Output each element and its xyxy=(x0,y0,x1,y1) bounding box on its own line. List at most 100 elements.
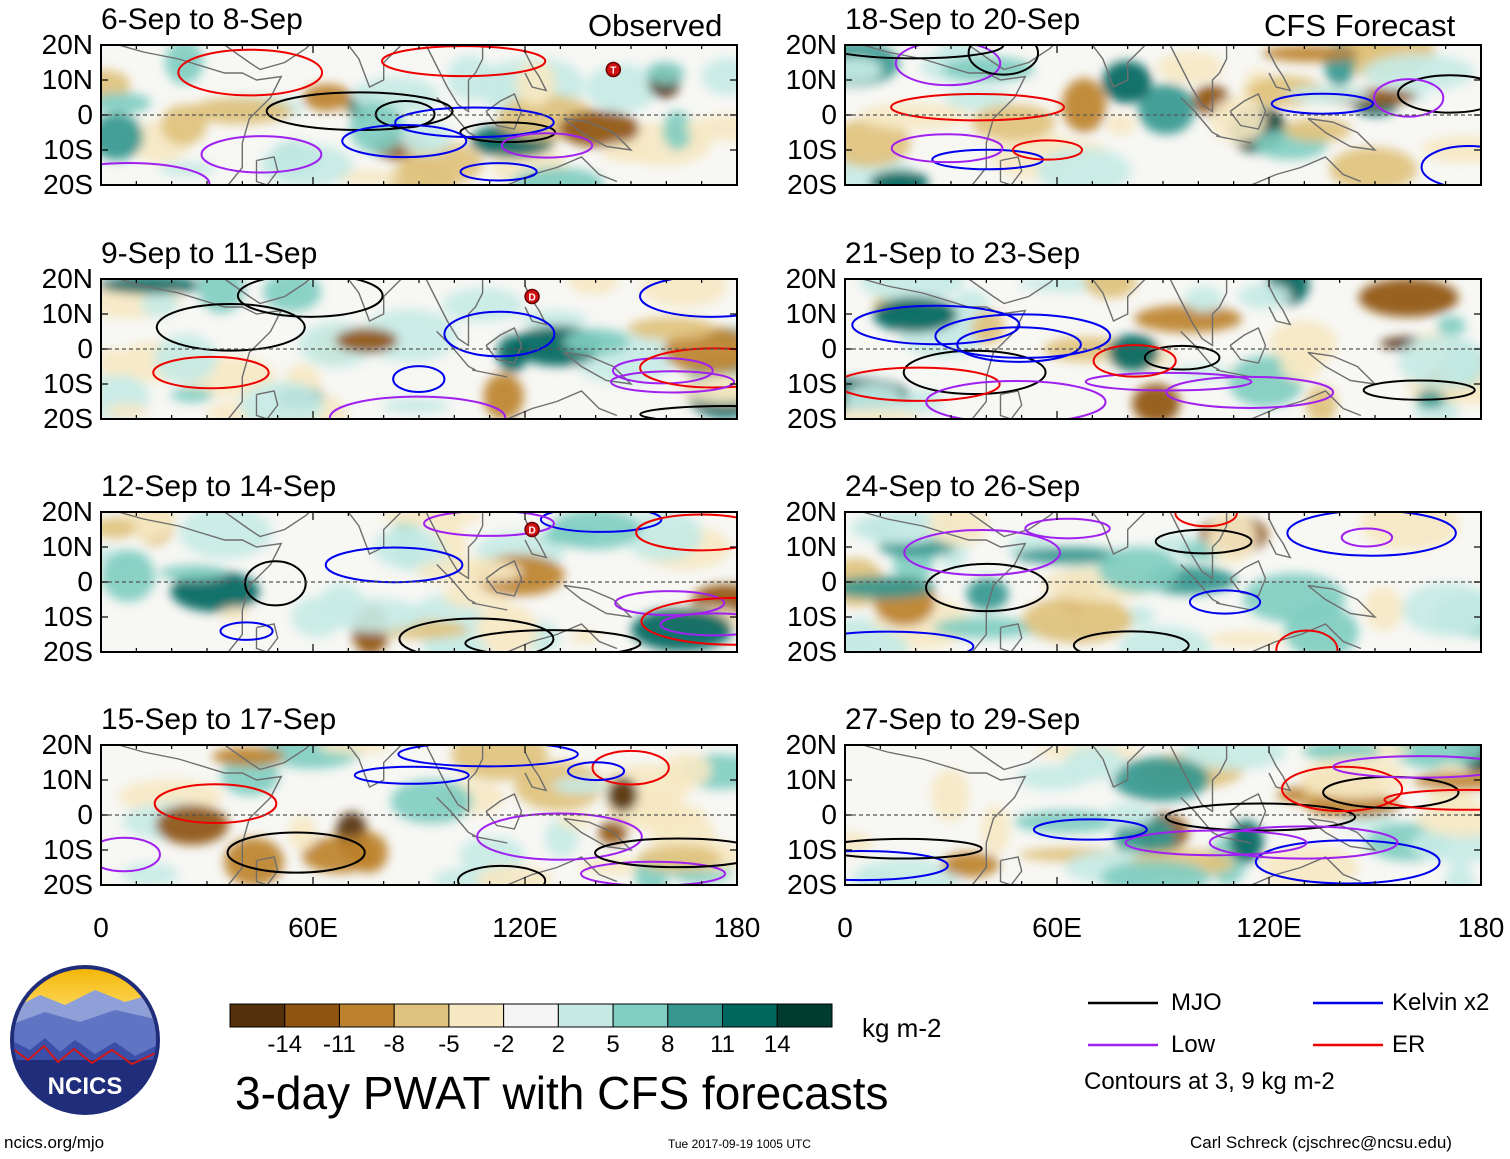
pwat-anomaly-blob xyxy=(170,387,213,403)
coastline xyxy=(862,279,1027,419)
pwat-anomaly-field xyxy=(101,45,737,185)
pwat-anomaly-blob xyxy=(394,512,468,526)
coastline xyxy=(507,390,618,419)
coastline xyxy=(524,751,548,792)
y-tick-label: 0 xyxy=(821,799,837,830)
panel-title: 6-Sep to 8-Sep xyxy=(101,3,303,36)
colorbar-box xyxy=(393,1003,450,1028)
contour-kelvin xyxy=(397,745,579,768)
coastline xyxy=(968,45,1054,71)
coastline xyxy=(563,117,633,151)
legend xyxy=(1088,1001,1383,1047)
coastline xyxy=(1268,51,1292,92)
coastline xyxy=(485,93,523,130)
x-tick-label: 120E xyxy=(1236,912,1302,943)
y-tick-label: 20S xyxy=(43,869,93,900)
pwat-anomaly-blob xyxy=(646,61,685,85)
wave-contours xyxy=(845,755,1481,885)
y-tick-label: 20S xyxy=(787,169,837,200)
pwat-anomaly-blob xyxy=(141,291,178,318)
y-tick-label: 10S xyxy=(787,834,837,865)
pwat-anomaly-blob xyxy=(966,578,1009,611)
colorbar-box xyxy=(503,1003,559,1028)
coastline xyxy=(999,390,1023,419)
coastline xyxy=(507,156,618,185)
pwat-anomaly-blob xyxy=(1014,547,1123,565)
colorbar-tick-label: -11 xyxy=(323,1031,356,1058)
pwat-anomaly-blob xyxy=(845,384,903,416)
coastline xyxy=(862,745,1027,885)
coastline xyxy=(337,745,402,788)
y-tick-label: 20S xyxy=(787,869,837,900)
contour-low xyxy=(1373,78,1445,118)
pwat-anomaly-blob xyxy=(1362,54,1475,91)
contour-mjo xyxy=(236,279,384,318)
contour-er xyxy=(845,366,1001,402)
pwat-anomaly-blob xyxy=(1445,861,1475,885)
colorbar-box xyxy=(229,1003,286,1028)
pwat-anomaly-blob xyxy=(170,570,260,612)
wave-contours xyxy=(845,45,1481,185)
contour-mjo xyxy=(594,837,737,869)
logo-text: NCICS xyxy=(48,1073,123,1100)
pwat-anomaly-blob xyxy=(845,57,882,83)
pwat-anomaly-blob xyxy=(187,97,293,125)
pwat-anomaly-blob xyxy=(1184,285,1223,313)
coastline xyxy=(255,390,279,419)
contour-low xyxy=(903,528,1061,577)
y-tick-label: 20N xyxy=(41,729,93,760)
coastline xyxy=(1268,285,1292,326)
colorbar-box xyxy=(722,1003,778,1028)
pwat-anomaly-blob xyxy=(259,144,354,185)
pwat-anomaly-blob xyxy=(1329,147,1418,185)
pwat-anomaly-blob xyxy=(1398,335,1481,389)
pwat-anomaly-blob xyxy=(239,381,324,419)
wave-contours xyxy=(101,45,594,185)
pwat-anomaly-blob xyxy=(1064,745,1124,781)
coastline xyxy=(436,97,476,137)
pwat-anomaly-blob xyxy=(165,45,204,85)
pwat-anomaly-blob xyxy=(1437,316,1466,336)
y-tick-label: 20S xyxy=(43,403,93,434)
pwat-anomaly-blob xyxy=(1098,546,1181,593)
pwat-anomaly-field xyxy=(101,512,737,652)
coastline xyxy=(1169,745,1228,813)
coastline xyxy=(1229,793,1267,830)
pwat-anomaly-blob xyxy=(1262,45,1360,62)
contour-low xyxy=(614,590,726,617)
pwat-anomaly-blob xyxy=(335,328,398,353)
y-tick-label: 20S xyxy=(787,403,837,434)
coastline xyxy=(118,512,283,652)
pwat-anomaly-blob xyxy=(1284,604,1359,652)
pwat-anomaly-blob xyxy=(159,564,227,581)
coastline xyxy=(1307,817,1377,851)
pwat-anomaly-blob xyxy=(212,746,285,767)
panel-title: 21-Sep to 23-Sep xyxy=(845,237,1081,270)
pwat-anomaly-blob xyxy=(1207,631,1288,647)
contour-low xyxy=(659,612,737,637)
pwat-anomaly-blob xyxy=(601,142,649,163)
coastline xyxy=(507,856,618,885)
pwat-anomaly-field xyxy=(101,279,737,419)
contour-er xyxy=(177,48,324,97)
coastline xyxy=(1180,564,1220,604)
pwat-anomaly-blob xyxy=(520,310,588,330)
coastline xyxy=(425,512,484,580)
pwat-anomaly-blob xyxy=(1283,117,1352,142)
pwat-anomaly-blob xyxy=(661,753,712,788)
pwat-anomaly-blob xyxy=(1360,512,1460,551)
colorbar-box xyxy=(338,1003,395,1028)
pwat-anomaly-blob xyxy=(101,550,155,602)
footer-url[interactable]: ncics.org/mjo xyxy=(4,1133,105,1152)
panel-1: T xyxy=(100,44,738,186)
chart-title: 3-day PWAT with CFS forecasts xyxy=(235,1067,889,1119)
pwat-anomaly-blob xyxy=(845,832,873,856)
contour-kelvin xyxy=(324,546,464,584)
pwat-anomaly-blob xyxy=(101,113,144,161)
pwat-anomaly-blob xyxy=(399,121,453,155)
colorbar-tick-label: -2 xyxy=(492,1031,515,1058)
coastline xyxy=(1307,117,1377,151)
colorbar-units: kg m-2 xyxy=(862,1013,942,1043)
contour-low xyxy=(609,370,735,394)
coastline xyxy=(1081,279,1146,322)
